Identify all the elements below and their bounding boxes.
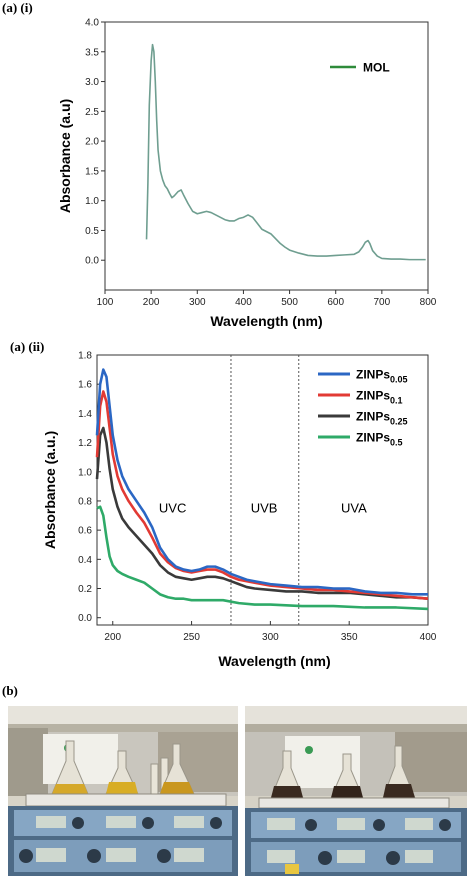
region-label: UVB [251, 501, 278, 516]
y-tick-label: 1.8 [78, 351, 92, 362]
series-line-mol [145, 43, 426, 261]
x-tick-label: 200 [143, 297, 160, 308]
y-tick-label: 2.5 [85, 107, 99, 118]
lab-scene-dark-flasks [245, 706, 467, 876]
series-line-3 [96, 505, 429, 611]
legend-label-2: ZINPs0.25 [356, 410, 408, 427]
x-axis-title: Wavelength (nm) [218, 653, 330, 669]
legend-subscript: 0.25 [390, 417, 408, 427]
series-line-2 [95, 426, 429, 601]
legend-label-0: ZINPs0.05 [356, 368, 408, 385]
y-tick-label: 1.6 [78, 380, 92, 391]
x-tick-label: 300 [262, 632, 279, 643]
y-tick-label: 0.6 [78, 526, 92, 537]
x-axis-title: Wavelength (nm) [210, 313, 322, 329]
photo-after-synthesis [245, 706, 467, 876]
y-tick-label: 1.5 [85, 166, 99, 177]
plot-frame [96, 354, 429, 626]
y-tick-label: 0.5 [85, 226, 99, 237]
x-tick-label: 100 [97, 297, 114, 308]
legend-subscript: 0.05 [390, 375, 408, 385]
y-tick-label: 1.0 [78, 467, 92, 478]
x-tick-label: 200 [104, 632, 121, 643]
y-tick-label: 4.0 [85, 18, 99, 29]
y-tick-label: 2.0 [85, 137, 99, 148]
y-axis-title: Absorbance (a.u.) [42, 431, 58, 549]
legend-subscript: 0.1 [390, 396, 403, 406]
region-label: UVC [159, 501, 186, 516]
legend-label-mol: MOL [363, 61, 390, 75]
x-tick-label: 400 [235, 297, 252, 308]
chart-mol-absorbance: 100 200 300 400 500 600 700 800 0.0 0.5 1.0 1.5 2.0 2… [57, 18, 437, 330]
x-tick-label: 700 [374, 297, 391, 308]
x-tick-label: 800 [420, 297, 437, 308]
lab-scene-yellow-flasks [8, 706, 238, 876]
y-tick-label: 0.2 [78, 584, 92, 595]
region-label: UVA [341, 501, 367, 516]
panel-label-a-ii: (a) (ii) [10, 339, 45, 354]
legend-name: ZINPs [356, 368, 390, 382]
chart-zinps-absorbance: 200 250 300 350 400 0.0 0.2 0.4 0.6 0.8 1.0 1.2 1.4 1… [42, 351, 437, 670]
x-tick-label: 350 [341, 632, 358, 643]
legend-name: ZINPs [356, 410, 390, 424]
panel-label-b: (b) [2, 683, 18, 698]
series-line-0 [95, 368, 428, 596]
x-tick-label: 500 [281, 297, 298, 308]
x-tick-label: 600 [327, 297, 344, 308]
y-tick-label: 3.5 [85, 47, 99, 58]
legend-name: ZINPs [356, 389, 390, 403]
y-tick-label: 0.0 [85, 256, 99, 267]
plot-frame [104, 21, 429, 291]
x-tick-label: 250 [183, 632, 200, 643]
legend-subscript: 0.5 [390, 438, 403, 448]
series-line-1 [95, 390, 429, 601]
legend-label-3: ZINPs0.5 [356, 431, 403, 448]
x-tick-label: 300 [189, 297, 206, 308]
y-tick-label: 0.0 [78, 613, 92, 624]
y-tick-label: 3.0 [85, 77, 99, 88]
panel-label-a-i: (a) (i) [2, 0, 33, 15]
photo-before-synthesis [8, 706, 238, 876]
legend-label-1: ZINPs0.1 [356, 389, 403, 406]
y-tick-label: 1.0 [85, 196, 99, 207]
y-tick-label: 1.2 [78, 438, 92, 449]
y-tick-label: 0.4 [78, 555, 92, 566]
y-tick-label: 0.8 [78, 496, 92, 507]
x-tick-label: 400 [420, 632, 437, 643]
y-axis-title: Absorbance (a.u) [57, 99, 73, 213]
y-tick-label: 1.4 [78, 409, 92, 420]
legend-name: ZINPs [356, 431, 390, 445]
